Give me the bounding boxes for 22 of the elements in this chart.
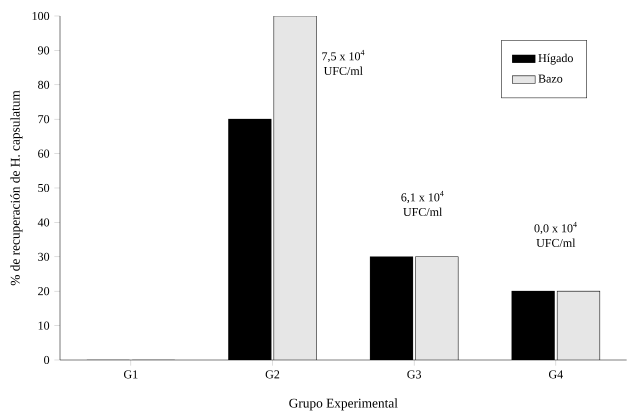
legend-label: Hígado bbox=[538, 54, 573, 65]
x-tick-label: G1 bbox=[124, 370, 138, 378]
text: 0,0 x 10$^{4}$ UFC/ml bbox=[534, 222, 577, 248]
x-axis-title: Grupo Experimental bbox=[289, 398, 398, 410]
x-tick-label: G2 bbox=[266, 370, 280, 378]
text: 6,1 x 10$^{4}$ UFC/ml bbox=[401, 190, 444, 216]
y-tick-label: 70 bbox=[38, 115, 50, 124]
x-tick-label: G3 bbox=[407, 370, 422, 378]
y-tick-label: 80 bbox=[38, 80, 50, 89]
y-tick-label: 10 bbox=[38, 322, 50, 330]
y-tick-label: 60 bbox=[38, 150, 50, 158]
y-tick-label: 40 bbox=[38, 218, 50, 226]
y-axis-title: % de recuperación de H. capsulatum bbox=[10, 90, 22, 286]
legend-label: Bazo bbox=[538, 74, 562, 83]
text: 7,5 x 10$^{4}$ UFC/ml bbox=[322, 50, 364, 76]
y-tick-label: 50 bbox=[38, 184, 50, 192]
y-tick-label: 30 bbox=[38, 252, 50, 261]
y-tick-label: 20 bbox=[38, 287, 50, 296]
x-tick-label: G4 bbox=[549, 370, 563, 378]
y-tick-label: 100 bbox=[32, 12, 50, 20]
y-tick-label: 90 bbox=[38, 46, 50, 54]
y-tick-label: 0 bbox=[44, 356, 50, 364]
